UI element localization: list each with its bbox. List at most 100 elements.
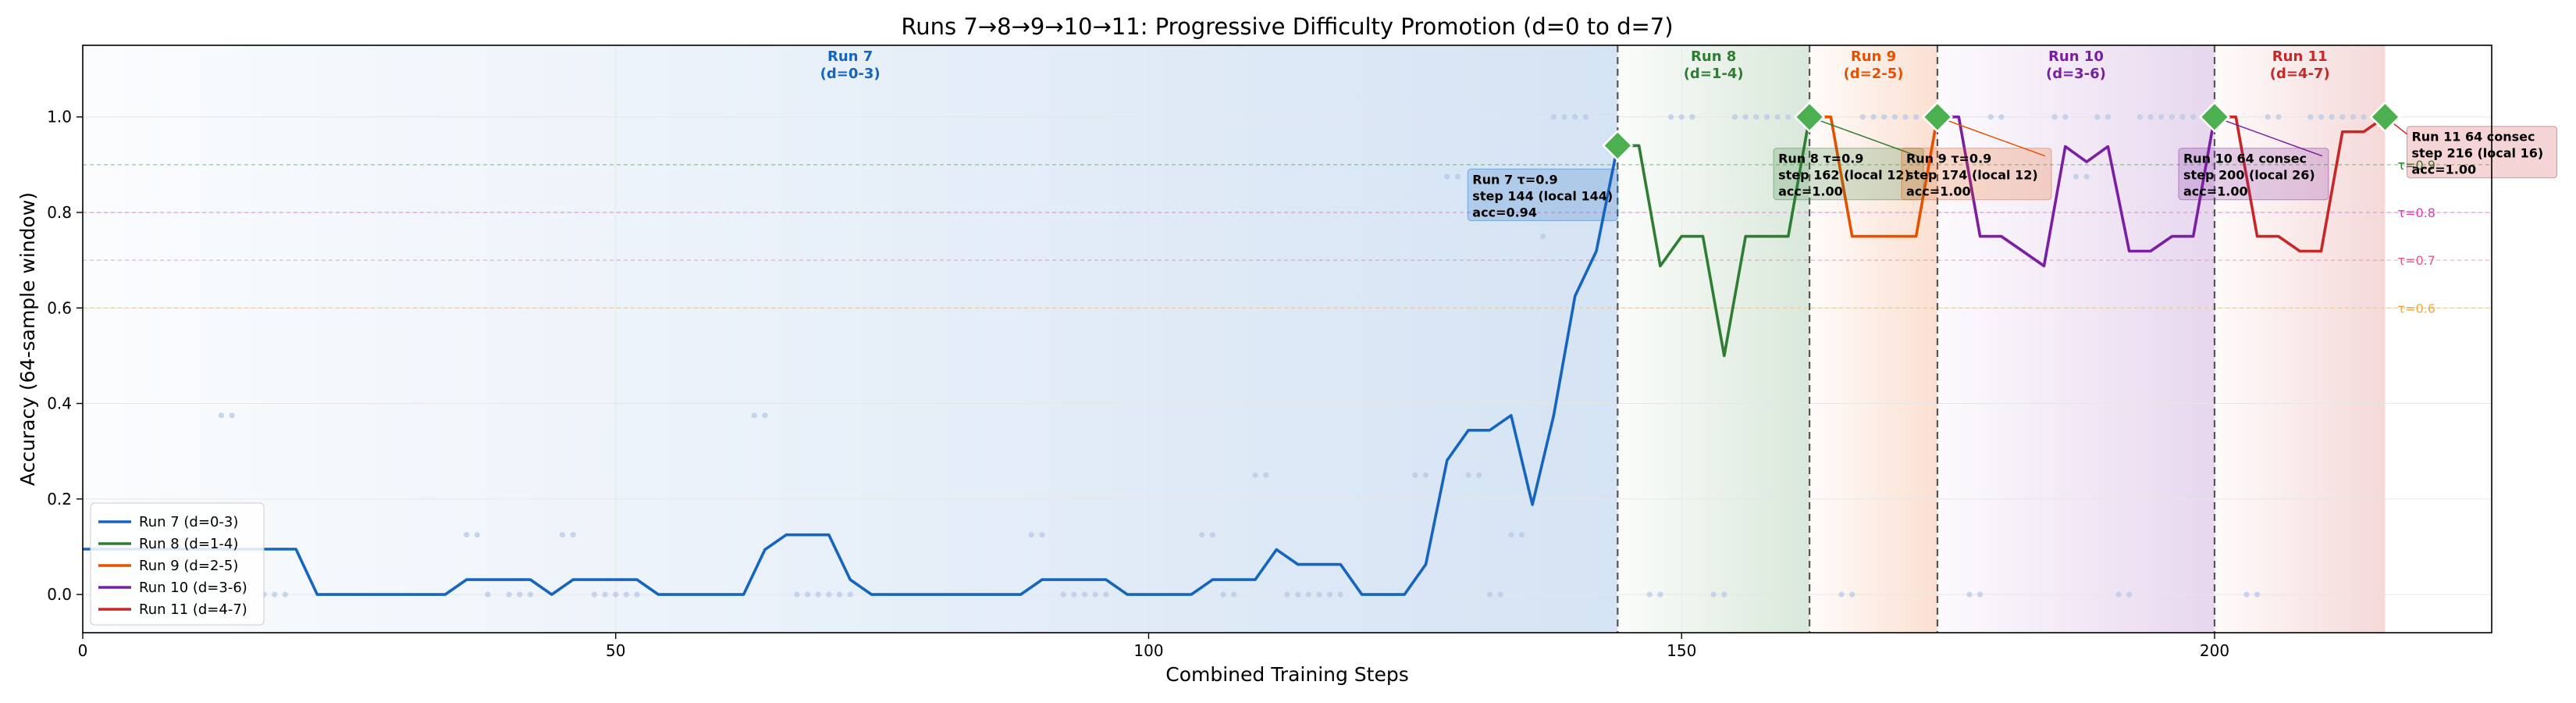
annotation-text: acc=1.00 <box>2411 162 2476 177</box>
annotation-box <box>2178 148 2329 201</box>
raw-point <box>485 591 491 598</box>
raw-point <box>2254 591 2261 598</box>
raw-point <box>591 591 598 598</box>
raw-point <box>1582 114 1589 120</box>
annotation-text: step 174 (local 12) <box>1906 168 2038 183</box>
x-tick-label: 50 <box>606 641 625 660</box>
legend-box <box>90 502 265 626</box>
promotion-marker <box>2369 101 2401 133</box>
raw-point <box>1561 114 1567 120</box>
legend-entry: Run 9 (d=2-5) <box>139 558 238 574</box>
series-line <box>1617 116 1811 358</box>
y-tick-label: 0.4 <box>47 394 72 413</box>
raw-point <box>1987 114 1994 120</box>
raw-point <box>1252 472 1258 478</box>
raw-point <box>1657 591 1663 598</box>
raw-point <box>2243 591 2250 598</box>
raw-point <box>2062 114 2069 120</box>
difficulty-regions: Run 7(d=0-3) Run 8(d=1-4) Run 9(d=2-5) Run … <box>83 45 2386 633</box>
raw-point <box>527 591 534 598</box>
raw-point <box>1444 173 1450 180</box>
region-sublabel: (d=3-6) <box>2046 66 2106 82</box>
raw-point <box>804 591 811 598</box>
region-sublabel: (d=1-4) <box>1684 66 1744 82</box>
raw-point <box>1902 114 1909 120</box>
raw-point <box>1572 114 1578 120</box>
promotion-marker <box>1602 130 1634 162</box>
raw-point <box>1721 591 1727 598</box>
raw-point <box>559 532 566 538</box>
threshold-label: τ=0.8 <box>2397 205 2435 220</box>
raw-point <box>2307 114 2314 120</box>
annotation-text: acc=1.00 <box>1778 184 1843 199</box>
raw-point <box>826 591 832 598</box>
raw-point <box>1891 114 1898 120</box>
raw-point <box>1913 114 1920 120</box>
raw-point <box>1220 591 1226 598</box>
plot-frame <box>82 45 2492 633</box>
x-tick-label: 100 <box>1133 641 1163 660</box>
raw-point <box>1710 591 1717 598</box>
annotation-text: step 144 (local 144) <box>1472 188 1613 203</box>
raw-point <box>1966 591 1973 598</box>
region-label: Run 8 <box>1691 48 1736 65</box>
raw-point <box>2126 591 2133 598</box>
raw-point <box>794 591 800 598</box>
raw-point <box>1763 114 1770 120</box>
raw-point <box>1071 591 1077 598</box>
annotation-text: Run 11 64 consec <box>2411 130 2535 145</box>
region-label: Run 9 <box>1851 48 1896 65</box>
raw-point <box>218 412 225 419</box>
threshold-label: τ=0.9 <box>2397 158 2435 173</box>
raw-point <box>1231 591 1237 598</box>
raw-point <box>506 591 512 598</box>
raw-point <box>2329 114 2335 120</box>
raw-point <box>1753 114 1759 120</box>
region-sublabel: (d=0-3) <box>820 66 881 82</box>
raw-point <box>2169 114 2175 120</box>
promotion-marker <box>2198 101 2231 133</box>
raw-point <box>1454 173 1461 180</box>
threshold-label: τ=0.6 <box>2397 301 2435 316</box>
y-tick-label: 1.0 <box>47 108 72 127</box>
raw-point <box>517 591 523 598</box>
raw-point <box>2147 114 2154 120</box>
x-tick-label: 200 <box>2200 641 2229 660</box>
x-axis-label: Combined Training Steps <box>1165 663 1409 686</box>
raw-point <box>1849 591 1856 598</box>
annotation-arrow <box>1937 116 2046 157</box>
raw-point <box>1486 591 1493 598</box>
raw-point <box>1540 233 1546 240</box>
annotation-box <box>1901 148 2052 201</box>
x-tick-label: 0 <box>78 641 88 660</box>
raw-point <box>1518 532 1525 538</box>
raw-point <box>1060 591 1066 598</box>
region-sublabel: (d=2-5) <box>1844 66 1904 82</box>
raw-point <box>1742 114 1749 120</box>
chart-title: Runs 7→8→9→10→11: Progressive Difficulty… <box>901 13 1673 40</box>
accuracy-series <box>83 115 2386 596</box>
raw-point <box>623 591 629 598</box>
raw-point <box>1859 114 1866 120</box>
annotation-text: step 162 (local 12) <box>1778 168 1910 183</box>
raw-point <box>2158 114 2165 120</box>
raw-point <box>2083 173 2090 180</box>
raw-point <box>1263 472 1269 478</box>
raw-point <box>1497 591 1503 598</box>
raw-point <box>1295 591 1301 598</box>
raw-point <box>1881 114 1888 120</box>
region-label: Run 7 <box>827 48 873 65</box>
raw-point <box>762 412 768 419</box>
region-label: Run 11 <box>2272 48 2328 65</box>
annotation-box <box>1467 168 1618 221</box>
series-line <box>1809 115 1939 238</box>
raw-point <box>1337 591 1343 598</box>
legend-entry: Run 11 (d=4-7) <box>139 601 247 618</box>
raw-point <box>229 412 235 419</box>
threshold-lines: τ=0.9 τ=0.8 τ=0.7 τ=0.6 <box>83 158 2492 316</box>
raw-point <box>2179 114 2186 120</box>
raw-point <box>2275 114 2282 120</box>
raw-point <box>1028 532 1034 538</box>
raw-point <box>1465 472 1471 478</box>
